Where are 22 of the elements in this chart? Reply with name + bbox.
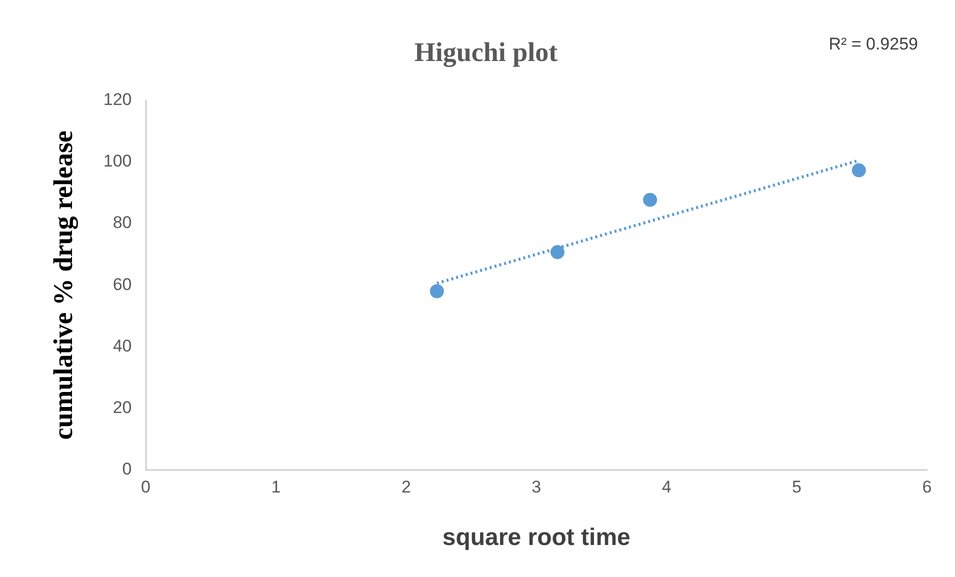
text: R² = 0.9259 <box>828 34 918 54</box>
y-tick-label: 100 <box>103 152 132 171</box>
x-tick-label: 5 <box>792 478 802 497</box>
y-tick-label: 0 <box>122 459 132 478</box>
x-tick-label: 6 <box>922 478 932 497</box>
point <box>550 245 564 260</box>
x-tick-label: 3 <box>532 478 542 497</box>
y-tick-label: 40 <box>112 336 132 356</box>
x-tick-label: 1 <box>271 478 281 497</box>
point <box>430 284 444 298</box>
x-tick-label: 0 <box>141 478 150 497</box>
point <box>852 163 866 178</box>
x-axis-title: square root time <box>442 524 630 552</box>
y-tick-label: 80 <box>112 213 132 232</box>
y-axis-title: cumulative % drug release <box>48 130 78 440</box>
chart-title: Higuchi plot <box>414 37 558 68</box>
y-tick-label: 20 <box>112 398 132 417</box>
y-tick-label: 60 <box>112 274 132 294</box>
x-tick-label: 4 <box>662 478 672 497</box>
point <box>643 192 658 207</box>
x-tick-label: 2 <box>401 478 411 497</box>
y-tick-label: 120 <box>103 90 132 110</box>
